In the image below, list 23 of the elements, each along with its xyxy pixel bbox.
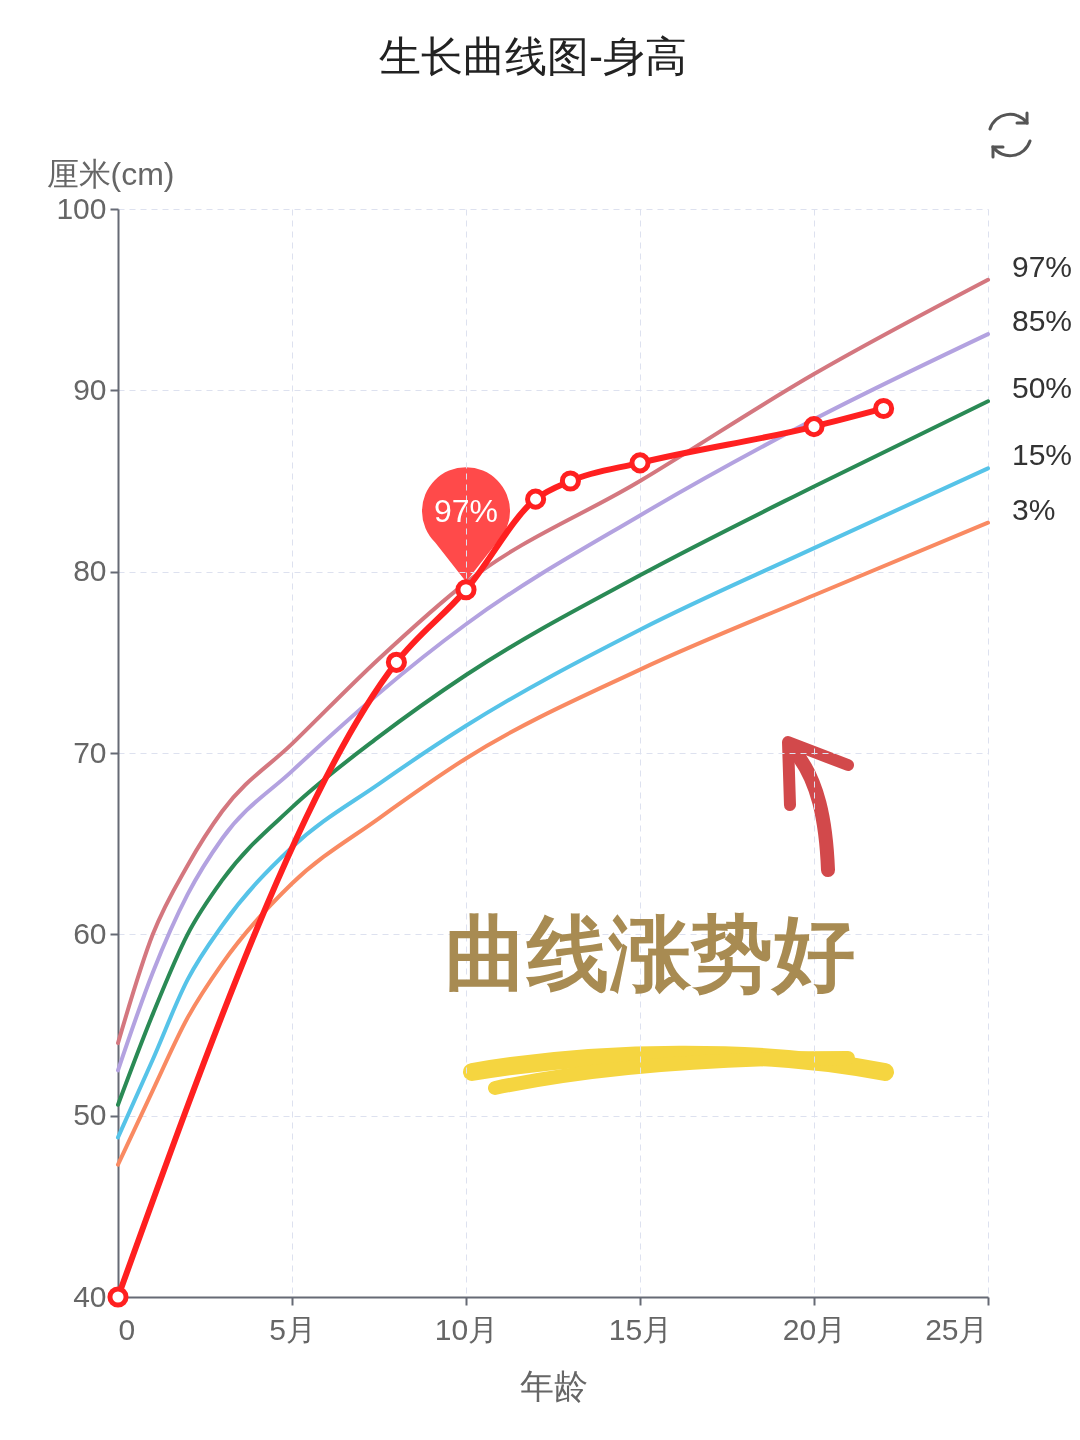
series-label: 85% bbox=[1012, 304, 1073, 338]
x-tick-label: 25月 bbox=[925, 1312, 989, 1346]
series-label: 97% bbox=[1012, 249, 1073, 283]
y-tick-label: 50 bbox=[73, 1098, 107, 1132]
x-tick-label: 5月 bbox=[269, 1312, 316, 1346]
y-axis-title: 厘米(cm) bbox=[46, 155, 175, 192]
x-tick-label: 0 bbox=[118, 1312, 136, 1346]
annotation: 曲线涨势好 bbox=[445, 904, 855, 1003]
y-tick-label: 40 bbox=[73, 1279, 107, 1313]
x-tick-label: 15月 bbox=[608, 1312, 673, 1346]
y-tick-label: 80 bbox=[73, 554, 107, 588]
series-label: 50% bbox=[1012, 371, 1073, 405]
annotation: 97% bbox=[433, 492, 499, 529]
series-label: 3% bbox=[1012, 492, 1056, 526]
y-tick-label: 90 bbox=[73, 372, 107, 406]
chart-title: 生长曲线图-身高 bbox=[379, 33, 687, 80]
y-tick-label: 100 bbox=[56, 191, 107, 225]
x-tick-label: 10月 bbox=[434, 1312, 499, 1346]
series-label: 15% bbox=[1012, 438, 1073, 472]
x-tick-label: 20月 bbox=[782, 1312, 847, 1346]
x-axis-title: 年龄 bbox=[519, 1366, 588, 1405]
y-tick-label: 70 bbox=[73, 735, 107, 769]
y-tick-label: 60 bbox=[73, 916, 107, 950]
